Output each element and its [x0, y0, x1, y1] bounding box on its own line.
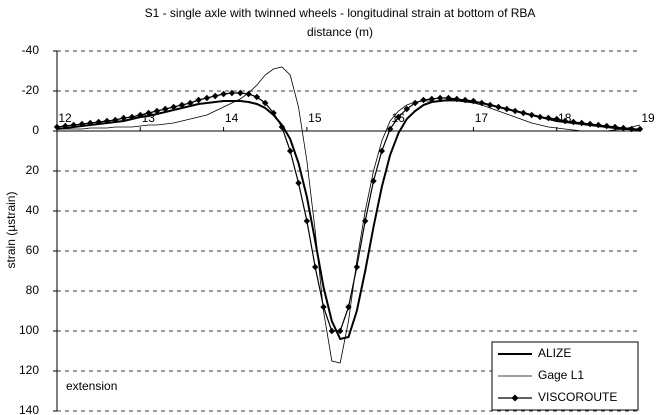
- marker: [361, 217, 369, 225]
- x-tick-label: 12: [58, 111, 72, 125]
- marker: [287, 147, 294, 155]
- legend-label: ALIZE: [538, 346, 571, 360]
- series-line: [56, 99, 641, 341]
- marker: [103, 117, 111, 125]
- marker: [453, 95, 460, 103]
- marker: [561, 117, 569, 125]
- marker: [95, 118, 102, 126]
- marker: [495, 103, 502, 111]
- marker: [603, 122, 610, 130]
- marker: [320, 303, 327, 311]
- marker: [570, 118, 577, 126]
- y-tick-label: -40: [22, 43, 40, 57]
- y-tick-label: 20: [26, 163, 40, 177]
- marker: [511, 107, 519, 115]
- legend-label: Gage L1: [538, 368, 584, 382]
- marker: [503, 105, 510, 113]
- marker: [528, 111, 535, 119]
- marker: [370, 177, 377, 185]
- marker: [470, 97, 477, 105]
- marker: [578, 119, 585, 127]
- y-tick-label: 0: [32, 123, 39, 137]
- marker: [245, 90, 252, 98]
- marker: [145, 109, 152, 117]
- marker: [536, 113, 544, 121]
- marker: [162, 105, 169, 113]
- marker: [636, 125, 644, 133]
- marker: [378, 147, 386, 155]
- marker: [620, 124, 627, 132]
- marker: [203, 94, 211, 102]
- y-axis-label: strain (µstrain): [4, 192, 18, 269]
- marker: [295, 179, 302, 187]
- marker: [486, 101, 494, 109]
- marker: [112, 116, 119, 124]
- marker: [420, 96, 427, 104]
- marker: [478, 99, 485, 107]
- x-tick-label: 14: [225, 111, 239, 125]
- marker: [586, 120, 594, 128]
- marker: [120, 114, 127, 122]
- legend-marker: [511, 394, 519, 402]
- marker: [611, 123, 619, 131]
- marker: [187, 99, 194, 107]
- marker: [545, 114, 552, 122]
- marker: [311, 263, 319, 271]
- chart-title: S1 - single axle with twinned wheels - l…: [145, 6, 536, 20]
- marker: [270, 109, 277, 117]
- series-line: [56, 92, 640, 332]
- y-tick-label: 80: [26, 283, 40, 297]
- x-axis-label: distance (m): [307, 25, 373, 39]
- y-tick-label: 40: [26, 203, 40, 217]
- y-tick-label: 100: [19, 323, 39, 337]
- annotation: extension: [66, 379, 117, 393]
- marker: [353, 263, 361, 271]
- marker: [153, 107, 161, 115]
- marker: [70, 121, 77, 129]
- marker: [212, 92, 219, 100]
- marker: [62, 122, 69, 130]
- y-tick-label: 60: [26, 243, 40, 257]
- marker: [278, 123, 286, 131]
- marker: [328, 327, 336, 335]
- marker: [237, 89, 244, 97]
- x-tick-label: 17: [475, 111, 489, 125]
- marker: [520, 109, 527, 117]
- x-tick-label: 15: [308, 111, 322, 125]
- marker: [253, 93, 261, 101]
- marker: [220, 90, 227, 98]
- marker: [128, 113, 136, 121]
- marker: [228, 89, 236, 97]
- marker: [336, 327, 344, 335]
- marker: [628, 125, 635, 133]
- marker: [170, 103, 177, 111]
- marker: [595, 121, 602, 129]
- marker: [403, 105, 410, 113]
- y-tick-label: 140: [19, 403, 39, 415]
- legend-label: VISCOROUTE: [538, 390, 617, 404]
- marker: [461, 96, 469, 104]
- marker: [386, 125, 394, 133]
- marker: [87, 119, 94, 127]
- marker: [411, 99, 419, 107]
- marker: [553, 115, 560, 123]
- marker: [195, 96, 202, 104]
- y-tick-label: -20: [22, 83, 40, 97]
- x-tick-label: 19: [641, 111, 655, 125]
- marker: [303, 217, 311, 225]
- marker: [53, 123, 61, 131]
- marker: [436, 94, 444, 102]
- marker: [395, 113, 402, 121]
- marker: [178, 101, 186, 109]
- marker: [345, 303, 352, 311]
- marker: [428, 95, 435, 103]
- marker: [445, 94, 452, 102]
- marker: [78, 120, 86, 128]
- marker: [137, 111, 144, 119]
- marker: [262, 99, 269, 107]
- series-line: [57, 66, 641, 364]
- y-tick-label: 120: [19, 363, 39, 377]
